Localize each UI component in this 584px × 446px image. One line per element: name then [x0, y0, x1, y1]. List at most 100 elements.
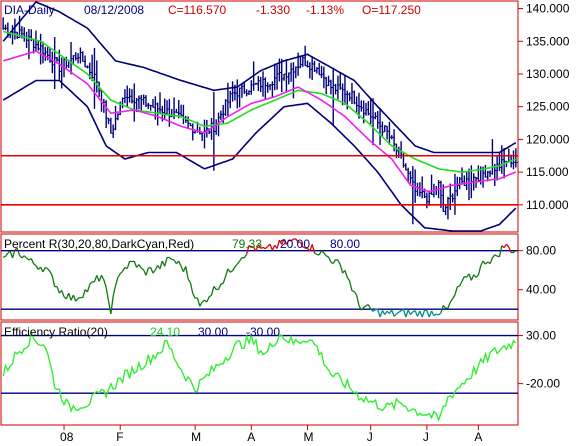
x-tick-label: 08	[60, 430, 74, 444]
percent-r-segment	[311, 244, 316, 254]
percent-r-segment	[321, 250, 325, 254]
percent-r-y-tick-label: 40.00	[526, 283, 556, 297]
percent-r-segment	[70, 294, 74, 301]
percent-r-segment	[21, 255, 25, 259]
percent-r-plot-area	[0, 233, 519, 321]
percent-r-panel: 40.00 80.00 Percent R(30,20,80,DarkCyan,R…	[0, 233, 556, 321]
efficiency-lower: -30.00	[246, 325, 280, 339]
percent-r-segment	[459, 281, 463, 287]
percent-r-segment	[391, 309, 395, 317]
percent-r-segment	[152, 269, 156, 274]
percent-r-segment	[178, 260, 182, 267]
percent-r-segment	[117, 273, 121, 278]
percent-r-segment	[447, 302, 451, 309]
percent-r-segment	[452, 294, 456, 299]
percent-r-segment	[468, 273, 472, 281]
percent-r-segment	[180, 266, 185, 273]
percent-r-segment	[164, 257, 168, 267]
percent-r-segment	[185, 266, 189, 280]
x-axis-month-ticks: 08 F M A M J J A	[60, 425, 482, 444]
percent-r-segment	[199, 301, 203, 307]
percent-r-segment	[426, 310, 430, 318]
percent-r-segment	[2, 255, 6, 258]
percent-r-segment	[245, 245, 250, 255]
percent-r-segment	[49, 271, 53, 277]
price-y-tick-label: 140.000	[526, 2, 570, 16]
x-tick-label: J	[423, 430, 429, 444]
percent-r-segment	[72, 294, 77, 302]
percent-r-segment	[438, 312, 442, 316]
price-y-tick-label: 110.000	[526, 198, 569, 212]
percent-r-segment	[477, 265, 482, 276]
percent-r-segment	[42, 267, 46, 273]
percent-r-segment	[234, 263, 238, 268]
percent-r-segment	[430, 310, 435, 316]
percent-r-segment	[257, 244, 262, 249]
percent-r-segment	[370, 308, 374, 312]
percent-r-segment	[377, 309, 381, 318]
percent-r-segment	[9, 250, 14, 259]
percent-r-segment	[470, 274, 475, 281]
x-tick-label: A	[474, 430, 482, 444]
price-title-close: C=116.570	[168, 3, 226, 17]
percent-r-segment	[11, 249, 16, 259]
percent-r-segment	[276, 239, 281, 249]
percent-r-segment	[503, 243, 507, 249]
percent-r-segment	[339, 264, 344, 274]
percent-r-segment	[288, 239, 292, 242]
efficiency-y-tick-label: -20.00	[526, 377, 560, 391]
x-tick-label: F	[116, 430, 123, 444]
percent-r-segment	[192, 293, 196, 299]
percent-r-segment	[232, 266, 236, 272]
percent-r-segment	[105, 287, 110, 302]
price-y-tick-label: 115.000	[526, 165, 569, 179]
price-level-lines	[1, 154, 518, 206]
percent-r-segment	[489, 257, 494, 264]
price-overlays	[2, 1, 517, 232]
percent-r-segment	[154, 265, 159, 271]
percent-r-segment	[335, 258, 339, 261]
price-title-open: O=117.250	[362, 3, 421, 17]
efficiency-line	[2, 329, 517, 423]
percent-r-segment	[327, 256, 332, 263]
percent-r-segment	[65, 292, 70, 300]
percent-r-segment	[372, 309, 376, 312]
percent-r-segment	[283, 238, 288, 245]
percent-r-segment	[138, 264, 142, 269]
price-y-tick-label: 120.000	[526, 132, 570, 146]
percent-r-segment	[61, 290, 65, 298]
percent-r-y-axis: 40.00 80.00	[518, 244, 556, 297]
percent-r-segment	[290, 238, 294, 242]
percent-r-segment	[302, 246, 306, 249]
percent-r-segment	[358, 305, 362, 311]
percent-r-segment	[260, 246, 264, 250]
percent-r-segment	[360, 307, 365, 311]
percent-r-segment	[281, 238, 285, 245]
percent-r-segment	[93, 275, 98, 283]
percent-r-segment	[103, 279, 107, 288]
percent-r-segment	[482, 260, 486, 265]
upper-band-line	[2, 1, 517, 154]
percent-r-segment	[421, 310, 426, 318]
efficiency-upper: 30.00	[198, 325, 228, 339]
price-y-tick-label: 135.000	[526, 34, 570, 48]
percent-r-segment	[440, 305, 444, 314]
percent-r-segment	[475, 274, 479, 278]
percent-r-segment	[159, 260, 163, 270]
percent-r-segment	[419, 310, 423, 318]
percent-r-segment	[82, 289, 86, 298]
percent-r-segment	[30, 258, 35, 264]
efficiency-y-tick-label: 30.00	[526, 329, 556, 343]
percent-r-segment	[505, 243, 510, 248]
percent-r-y-tick-label: 80.00	[526, 244, 556, 258]
percent-r-segment	[323, 252, 327, 257]
percent-r-title: Percent R(30,20,80,DarkCyan,Red)	[4, 237, 194, 251]
price-y-tick-label: 130.000	[526, 67, 570, 81]
percent-r-segment	[442, 305, 447, 309]
percent-r-segment	[484, 261, 489, 265]
percent-r-segment	[56, 286, 60, 294]
price-title-change: -1.330	[256, 3, 290, 17]
percent-r-segment	[269, 243, 273, 251]
moving-average-magenta	[2, 50, 517, 193]
percent-r-segment	[365, 304, 369, 307]
